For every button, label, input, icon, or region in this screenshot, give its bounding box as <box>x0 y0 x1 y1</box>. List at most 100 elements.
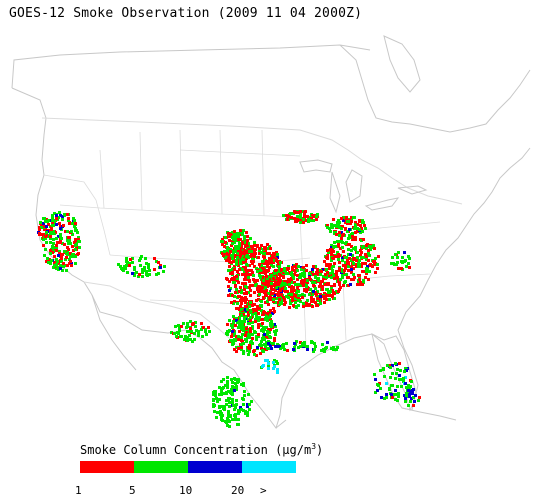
smoke-pixel <box>242 299 245 302</box>
smoke-pixel <box>264 249 267 252</box>
smoke-pixel <box>251 247 254 250</box>
smoke-pixel <box>44 235 47 238</box>
smoke-pixel <box>235 399 238 402</box>
smoke-pixel <box>244 412 247 415</box>
smoke-pixel <box>365 255 368 258</box>
smoke-pixel <box>330 248 333 251</box>
smoke-pixel <box>323 350 326 353</box>
smoke-pixel <box>354 263 357 266</box>
smoke-pixel <box>359 254 362 257</box>
smoke-pixel <box>68 258 71 261</box>
smoke-pixel <box>240 346 243 349</box>
smoke-pixel <box>58 250 61 253</box>
smoke-pixel <box>246 414 249 417</box>
smoke-pixel <box>266 312 269 315</box>
smoke-pixel <box>269 344 272 347</box>
smoke-pixel <box>242 342 245 345</box>
smoke-pixel <box>359 281 362 284</box>
smoke-pixel <box>247 393 250 396</box>
smoke-pixel <box>306 288 309 291</box>
basemap <box>11 35 531 430</box>
smoke-pixel <box>270 320 273 323</box>
smoke-pixel <box>328 263 331 266</box>
smoke-pixel <box>354 246 357 249</box>
smoke-pixel <box>245 277 248 280</box>
smoke-pixel <box>405 392 408 395</box>
smoke-pixel <box>299 300 302 303</box>
smoke-pixel <box>330 244 333 247</box>
smoke-pixel <box>251 333 254 336</box>
smoke-pixel <box>407 384 410 387</box>
smoke-pixel <box>195 329 198 332</box>
smoke-pixel <box>269 261 272 264</box>
smoke-pixel <box>42 225 45 228</box>
smoke-pixel <box>215 416 218 419</box>
smoke-pixel <box>360 265 363 268</box>
smoke-pixel <box>266 243 269 246</box>
smoke-pixel <box>311 214 314 217</box>
smoke-pixel <box>248 334 251 337</box>
smoke-pixel <box>259 288 262 291</box>
smoke-pixel <box>302 284 305 287</box>
smoke-pixel <box>350 278 353 281</box>
smoke-pixel <box>66 213 69 216</box>
smoke-pixel <box>407 389 410 392</box>
smoke-pixel <box>241 282 244 285</box>
smoke-pixel <box>341 256 344 259</box>
smoke-pixel <box>178 326 181 329</box>
smoke-pixel <box>329 290 332 293</box>
smoke-pixel <box>248 305 251 308</box>
smoke-pixel <box>180 335 183 338</box>
smoke-pixel <box>280 282 283 285</box>
smoke-pixel <box>258 293 261 296</box>
smoke-pixel <box>77 236 80 239</box>
smoke-pixel <box>379 387 382 390</box>
smoke-pixel <box>287 267 290 270</box>
smoke-pixel <box>220 389 223 392</box>
smoke-pixel <box>248 403 251 406</box>
smoke-pixel <box>67 217 70 220</box>
smoke-pixel <box>376 383 379 386</box>
smoke-pixel <box>42 244 45 247</box>
smoke-pixel <box>224 384 227 387</box>
smoke-pixel <box>240 343 243 346</box>
smoke-pixel <box>280 284 283 287</box>
smoke-pixel <box>235 388 238 391</box>
smoke-pixel <box>288 283 291 286</box>
smoke-pixel <box>394 362 397 365</box>
smoke-pixel <box>376 267 379 270</box>
smoke-pixel <box>395 263 398 266</box>
smoke-pixel <box>337 224 340 227</box>
smoke-pixel <box>241 333 244 336</box>
smoke-pixel <box>331 289 334 292</box>
smoke-pixel <box>291 281 294 284</box>
smoke-pixel <box>64 230 67 233</box>
smoke-pixel <box>404 397 407 400</box>
smoke-pixel <box>235 262 238 265</box>
smoke-pixel <box>328 265 331 268</box>
smoke-pixel <box>157 261 160 264</box>
smoke-pixel <box>337 226 340 229</box>
smoke-pixel <box>268 266 271 269</box>
smoke-pixel <box>249 301 252 304</box>
smoke-pixel <box>117 263 120 266</box>
smoke-pixel <box>318 285 321 288</box>
smoke-pixel <box>264 345 267 348</box>
smoke-pixel <box>238 262 241 265</box>
smoke-pixel <box>270 282 273 285</box>
smoke-pixel <box>40 226 43 229</box>
smoke-pixel <box>276 362 279 365</box>
smoke-pixel <box>258 252 261 255</box>
smoke-pixel <box>57 235 60 238</box>
smoke-pixel <box>58 222 61 225</box>
smoke-pixel <box>239 229 242 232</box>
smoke-pixel <box>351 254 354 257</box>
smoke-pixel <box>221 252 224 255</box>
smoke-pixel <box>273 365 276 368</box>
smoke-pixel <box>278 298 281 301</box>
smoke-pixel <box>409 400 412 403</box>
smoke-pixel <box>361 230 364 233</box>
smoke-pixel <box>333 297 336 300</box>
smoke-pixel <box>242 352 245 355</box>
smoke-pixel <box>68 239 71 242</box>
